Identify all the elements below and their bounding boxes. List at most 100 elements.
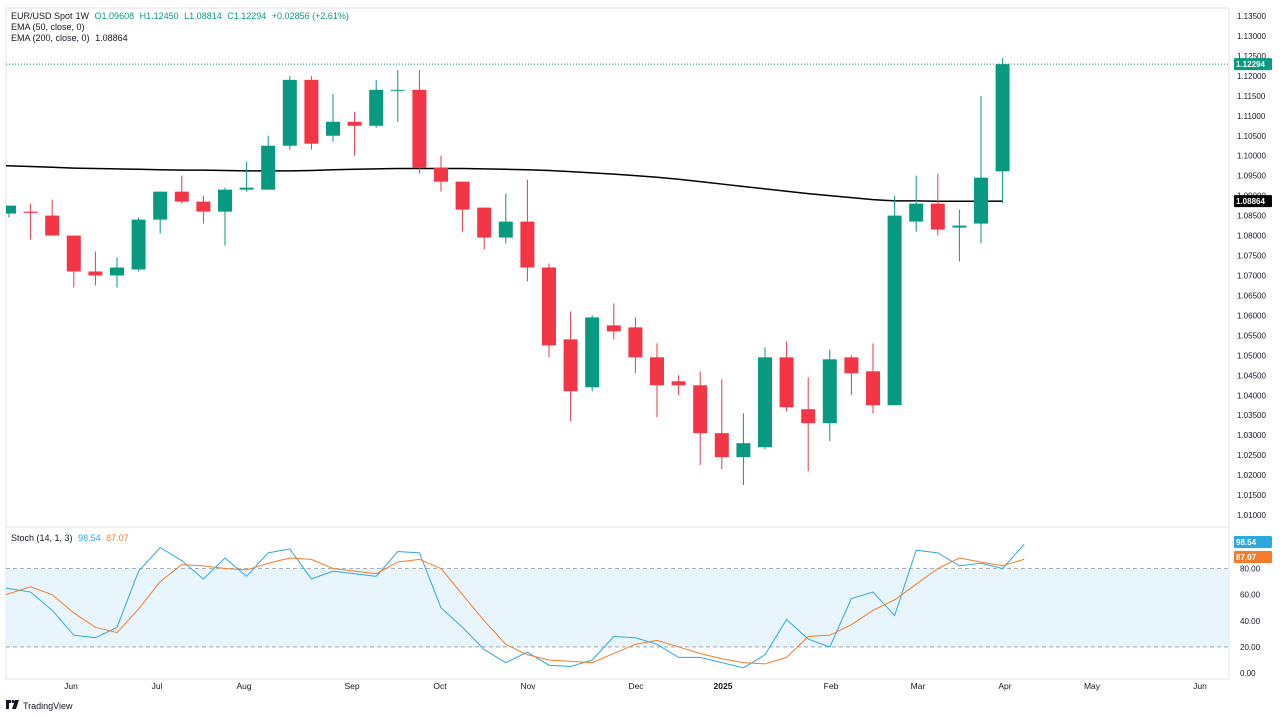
high-value: H1.12450 — [139, 11, 179, 21]
candle-body — [23, 211, 38, 213]
candle — [736, 413, 751, 486]
close-value: C1.12294 — [227, 11, 267, 21]
stoch-k-badge-bg — [1234, 536, 1272, 548]
candle-body — [714, 433, 729, 458]
candle — [585, 315, 600, 392]
ema200-value: 1.08864 — [95, 33, 128, 43]
candle-body — [779, 357, 794, 408]
stoch-k-line — [5, 543, 1025, 669]
last-price-badge-text: 1.12294 — [1236, 60, 1265, 69]
candle-body — [131, 219, 146, 270]
ema50-legend[interactable]: EMA (50, close, 0) — [11, 22, 88, 33]
candle-body — [45, 215, 60, 236]
candle-body — [585, 317, 600, 388]
interval-label[interactable]: 1W — [75, 11, 90, 21]
candle-body — [412, 89, 427, 168]
candle — [542, 263, 556, 358]
price-tick-label: 1.12000 — [1237, 72, 1266, 81]
candle — [930, 173, 945, 236]
candle — [671, 375, 686, 396]
open-value: O1.09608 — [94, 11, 135, 21]
candle-body — [758, 357, 772, 448]
stoch-tick-label: 80.00 — [1240, 565, 1261, 574]
ema200-legend[interactable]: EMA (200, close, 0) 1.08864 — [11, 33, 131, 44]
candle — [218, 187, 232, 246]
stoch-legend[interactable]: Stoch (14, 1, 3) 98.54 87.07 — [11, 533, 132, 544]
time-tick-label: Aug — [236, 681, 251, 691]
candle-body — [282, 79, 297, 146]
axes: 1.13500 1.13000 1.12500 1.12000 1.11500 1.110… — [64, 12, 1266, 691]
low-value: L1.08814 — [184, 11, 222, 21]
ema200-line — [5, 164, 1003, 202]
price-tick-label: 1.10500 — [1237, 132, 1266, 141]
price-tick-label: 1.11000 — [1237, 112, 1266, 121]
candle-body — [542, 267, 556, 346]
time-tick-label: Sep — [344, 681, 359, 691]
candle-body — [650, 357, 664, 386]
candle-body — [304, 79, 319, 144]
price-tick-label: 1.13000 — [1237, 32, 1266, 41]
symbol-label[interactable]: EUR/USD Spot — [11, 11, 73, 21]
candle — [758, 347, 772, 450]
candle — [434, 155, 448, 192]
candle — [390, 69, 405, 122]
time-tick-label: Feb — [824, 681, 839, 691]
time-tick-label: Jul — [152, 681, 163, 691]
candle — [866, 343, 880, 414]
candle — [153, 191, 168, 234]
stoch-k-value: 98.54 — [78, 533, 101, 543]
stoch-label: Stoch (14, 1, 3) — [11, 533, 73, 543]
stoch-band — [6, 568, 1229, 648]
candles[interactable] — [6, 57, 1010, 486]
candle-body — [347, 121, 362, 126]
candle-body — [974, 177, 988, 224]
candle — [455, 181, 470, 232]
candle-body — [261, 145, 276, 190]
ema200-badge-bg — [1234, 195, 1272, 208]
candle — [23, 203, 38, 240]
price-tick-label: 1.03000 — [1237, 431, 1266, 440]
candle-body — [995, 64, 1010, 172]
time-tick-label: Apr — [998, 681, 1011, 691]
candle-body — [88, 271, 103, 276]
change-value: +0.02856 (+2.61%) — [271, 11, 349, 21]
price-tick-label: 1.07500 — [1237, 252, 1266, 261]
candle — [693, 371, 708, 466]
candle — [347, 111, 362, 156]
candle-body — [434, 167, 448, 182]
candle-body — [369, 89, 384, 126]
candle-body — [606, 325, 621, 332]
candle — [822, 349, 837, 442]
ema200-badge: 1.08864 — [1234, 195, 1272, 208]
price-tick-label: 1.11500 — [1237, 92, 1266, 101]
candle-body — [844, 357, 859, 374]
tradingview-logo-icon — [6, 700, 20, 711]
time-tick-label: Nov — [520, 681, 536, 691]
stoch-tick-label: 20.00 — [1240, 643, 1261, 652]
grid-lines — [5, 7, 1230, 680]
candle-body — [671, 381, 686, 386]
time-tick-label: Oct — [433, 681, 447, 691]
candle — [563, 311, 578, 422]
candle-body — [390, 89, 405, 91]
stoch-lines — [5, 543, 1025, 669]
price-tick-label: 1.04000 — [1237, 391, 1266, 400]
candle — [261, 135, 276, 190]
price-tick-label: 1.01500 — [1237, 491, 1266, 500]
price-tick-label: 1.12500 — [1237, 52, 1266, 61]
candle — [326, 93, 340, 142]
ema200-path — [5, 164, 1003, 202]
stoch-tick-label: 0.00 — [1240, 669, 1256, 678]
candle-body — [153, 191, 168, 220]
price-tick-label: 1.04500 — [1237, 371, 1266, 380]
stoch-k-badge-text: 98.54 — [1236, 538, 1257, 547]
candle-body — [801, 409, 816, 424]
price-tick-label: 1.06000 — [1237, 311, 1266, 320]
price-tick-label: 1.08000 — [1237, 232, 1266, 241]
candle — [909, 175, 924, 232]
tradingview-brand[interactable]: TradingView — [6, 700, 73, 711]
candle — [282, 75, 297, 150]
time-tick-label: 2025 — [714, 681, 733, 691]
candle — [650, 343, 664, 418]
